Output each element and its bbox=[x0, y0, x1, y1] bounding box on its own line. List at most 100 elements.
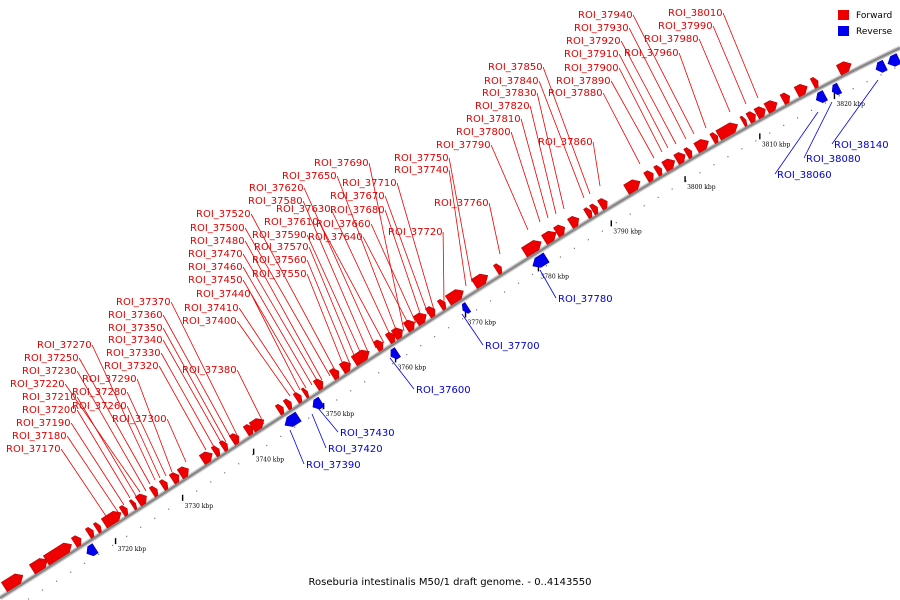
forward-gene-label[interactable]: ROI_37650 bbox=[282, 171, 337, 182]
forward-gene-label[interactable]: ROI_37830 bbox=[482, 88, 537, 99]
forward-gene-label[interactable]: ROI_37350 bbox=[108, 323, 163, 334]
forward-gene-label[interactable]: ROI_37260 bbox=[72, 401, 127, 412]
forward-gene-label[interactable]: ROI_37990 bbox=[658, 21, 713, 32]
forward-gene-label[interactable]: ROI_37920 bbox=[566, 36, 621, 47]
forward-gene-label[interactable]: ROI_37850 bbox=[488, 62, 543, 73]
forward-gene[interactable] bbox=[1, 571, 25, 593]
forward-gene-label[interactable]: ROI_37280 bbox=[72, 387, 127, 398]
forward-gene-label[interactable]: ROI_37660 bbox=[316, 219, 371, 230]
forward-gene[interactable] bbox=[424, 305, 438, 319]
forward-gene[interactable] bbox=[567, 214, 581, 229]
forward-gene-label[interactable]: ROI_37550 bbox=[252, 269, 307, 280]
forward-gene-label[interactable]: ROI_37250 bbox=[24, 353, 79, 364]
reverse-gene[interactable] bbox=[814, 90, 828, 104]
forward-gene-label[interactable]: ROI_37400 bbox=[182, 316, 237, 327]
reverse-gene-label[interactable]: ROI_38140 bbox=[834, 140, 889, 151]
forward-gene-label[interactable]: ROI_37380 bbox=[182, 365, 237, 376]
forward-gene-label[interactable]: ROI_37560 bbox=[252, 255, 307, 266]
forward-gene-label[interactable]: ROI_37300 bbox=[112, 414, 167, 425]
forward-gene-label[interactable]: ROI_37470 bbox=[188, 249, 243, 260]
forward-gene-label[interactable]: ROI_37200 bbox=[22, 405, 77, 416]
forward-gene[interactable] bbox=[793, 82, 810, 98]
forward-gene-label[interactable]: ROI_37190 bbox=[16, 418, 71, 429]
forward-gene-label[interactable]: ROI_37690 bbox=[314, 158, 369, 169]
forward-gene[interactable] bbox=[693, 136, 712, 154]
forward-gene[interactable] bbox=[84, 526, 96, 539]
forward-gene[interactable] bbox=[134, 491, 149, 507]
forward-gene-label[interactable]: ROI_37180 bbox=[12, 431, 67, 442]
forward-gene[interactable] bbox=[745, 110, 758, 124]
forward-gene[interactable] bbox=[835, 59, 853, 76]
forward-gene-label[interactable]: ROI_37410 bbox=[184, 303, 239, 314]
forward-gene-label[interactable]: ROI_37980 bbox=[644, 34, 699, 45]
forward-gene[interactable] bbox=[300, 387, 310, 399]
forward-gene[interactable] bbox=[228, 432, 242, 446]
reverse-gene[interactable] bbox=[282, 411, 302, 430]
forward-gene[interactable] bbox=[470, 271, 490, 290]
reverse-gene[interactable] bbox=[84, 543, 99, 559]
forward-gene-label[interactable]: ROI_37880 bbox=[548, 88, 603, 99]
reverse-gene[interactable] bbox=[310, 396, 325, 412]
forward-gene-label[interactable]: ROI_37610 bbox=[264, 217, 319, 228]
forward-gene-label[interactable]: ROI_37860 bbox=[538, 137, 593, 148]
forward-gene-label[interactable]: ROI_37340 bbox=[108, 335, 163, 346]
forward-gene[interactable] bbox=[643, 169, 657, 183]
forward-gene[interactable] bbox=[715, 120, 741, 141]
forward-gene-label[interactable]: ROI_37940 bbox=[578, 10, 633, 21]
forward-gene-label[interactable]: ROI_37960 bbox=[624, 48, 679, 59]
reverse-gene-label[interactable]: ROI_37430 bbox=[340, 428, 395, 439]
forward-gene[interactable] bbox=[328, 367, 342, 381]
reverse-gene-label[interactable]: ROI_37390 bbox=[306, 460, 361, 471]
forward-gene[interactable] bbox=[384, 330, 398, 345]
forward-gene[interactable] bbox=[739, 115, 749, 128]
forward-gene[interactable] bbox=[521, 237, 544, 258]
forward-gene[interactable] bbox=[248, 415, 267, 433]
reverse-gene[interactable] bbox=[388, 347, 401, 362]
reverse-gene[interactable] bbox=[830, 82, 843, 96]
reverse-gene[interactable] bbox=[874, 59, 888, 74]
forward-gene-label[interactable]: ROI_37270 bbox=[37, 340, 92, 351]
forward-gene[interactable] bbox=[28, 555, 50, 575]
forward-gene[interactable] bbox=[168, 471, 182, 485]
forward-gene-label[interactable]: ROI_37580 bbox=[248, 196, 303, 207]
forward-gene-label[interactable]: ROI_37910 bbox=[564, 49, 619, 60]
forward-gene-label[interactable]: ROI_37320 bbox=[104, 361, 159, 372]
forward-gene-label[interactable]: ROI_37760 bbox=[434, 198, 489, 209]
forward-gene[interactable] bbox=[553, 223, 567, 238]
forward-gene-label[interactable]: ROI_37450 bbox=[188, 275, 243, 286]
forward-gene[interactable] bbox=[673, 150, 688, 165]
forward-gene[interactable] bbox=[412, 310, 429, 327]
forward-gene-label[interactable]: ROI_38010 bbox=[668, 8, 723, 19]
forward-gene[interactable] bbox=[623, 177, 643, 195]
reverse-gene-label[interactable]: ROI_37780 bbox=[558, 294, 613, 305]
forward-gene[interactable] bbox=[597, 197, 610, 211]
forward-gene-label[interactable]: ROI_37680 bbox=[330, 205, 385, 216]
reverse-gene[interactable] bbox=[460, 302, 472, 315]
forward-gene[interactable] bbox=[128, 499, 138, 511]
forward-gene[interactable] bbox=[158, 478, 170, 491]
forward-gene[interactable] bbox=[763, 98, 780, 114]
forward-gene[interactable] bbox=[100, 508, 124, 529]
forward-gene-label[interactable]: ROI_37820 bbox=[475, 101, 530, 112]
forward-gene[interactable] bbox=[282, 398, 294, 411]
forward-gene[interactable] bbox=[492, 262, 504, 276]
forward-gene-label[interactable]: ROI_37720 bbox=[388, 227, 443, 238]
forward-gene[interactable] bbox=[809, 76, 820, 89]
forward-gene-label[interactable]: ROI_37500 bbox=[190, 223, 245, 234]
forward-gene-label[interactable]: ROI_37670 bbox=[330, 191, 385, 202]
forward-gene-label[interactable]: ROI_37890 bbox=[556, 76, 611, 87]
forward-gene[interactable] bbox=[92, 521, 103, 534]
forward-gene-label[interactable]: ROI_37570 bbox=[254, 242, 309, 253]
forward-gene-label[interactable]: ROI_37930 bbox=[574, 23, 629, 34]
forward-gene-label[interactable]: ROI_37900 bbox=[564, 63, 619, 74]
forward-gene-label[interactable]: ROI_37210 bbox=[22, 392, 77, 403]
forward-gene[interactable] bbox=[70, 534, 84, 548]
forward-gene[interactable] bbox=[42, 540, 74, 566]
forward-gene-label[interactable]: ROI_37740 bbox=[394, 165, 449, 176]
forward-gene[interactable] bbox=[274, 403, 286, 416]
forward-gene-label[interactable]: ROI_37790 bbox=[436, 140, 491, 151]
reverse-gene[interactable] bbox=[530, 252, 550, 271]
forward-gene-label[interactable]: ROI_37520 bbox=[196, 209, 251, 220]
forward-gene[interactable] bbox=[541, 228, 559, 246]
forward-gene[interactable] bbox=[753, 104, 768, 120]
